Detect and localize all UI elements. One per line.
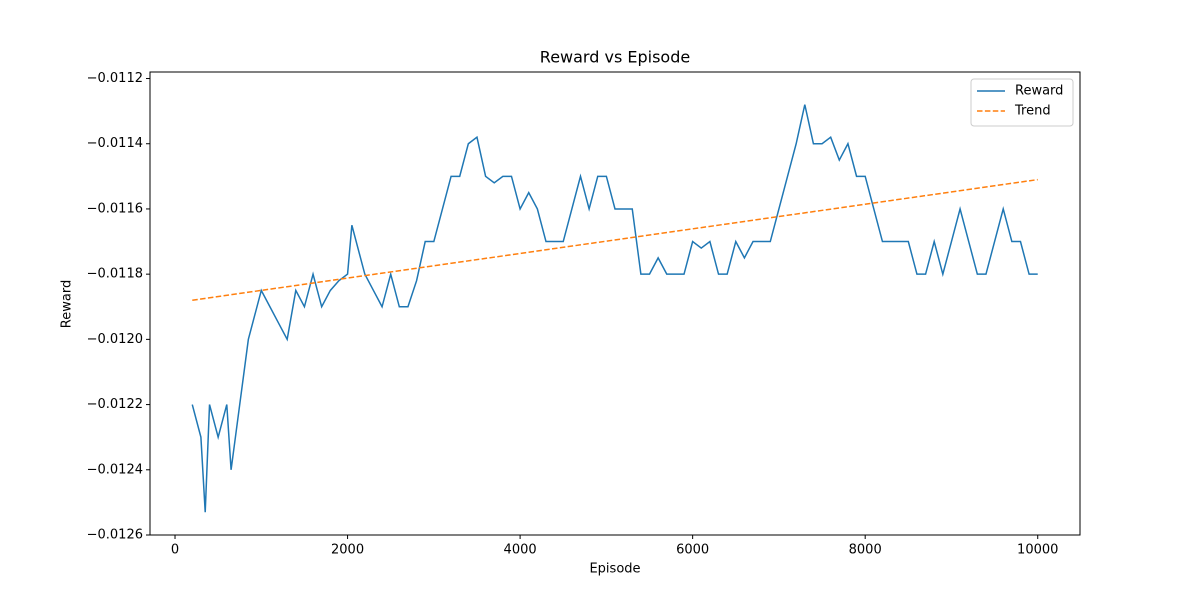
- x-tick-label: 10000: [1017, 543, 1058, 558]
- y-tick-label: −0.0120: [87, 332, 143, 347]
- y-tick-label: −0.0122: [87, 397, 143, 412]
- legend-label: Trend: [1014, 104, 1051, 119]
- plot-frame: [149, 71, 1081, 536]
- series-line: [192, 178, 1038, 301]
- y-tick-label: −0.0114: [87, 136, 143, 151]
- y-tick-label: −0.0126: [87, 528, 143, 543]
- x-axis-label: Episode: [589, 562, 640, 577]
- x-tick-label: 8000: [849, 543, 882, 558]
- series-line: [191, 104, 1038, 513]
- chart-title: Reward vs Episode: [540, 48, 690, 67]
- x-tick-label: 6000: [676, 543, 709, 558]
- legend-label: Reward: [1015, 84, 1063, 99]
- y-tick-label: −0.0118: [87, 267, 143, 282]
- y-tick-label: −0.0116: [87, 201, 143, 216]
- x-tick-label: 2000: [331, 543, 364, 558]
- x-tick-label: 0: [171, 543, 179, 558]
- y-tick-label: −0.0124: [87, 462, 143, 477]
- x-tick-label: 4000: [504, 543, 537, 558]
- y-tick-label: −0.0112: [87, 71, 143, 86]
- y-axis-label: Reward: [60, 280, 75, 328]
